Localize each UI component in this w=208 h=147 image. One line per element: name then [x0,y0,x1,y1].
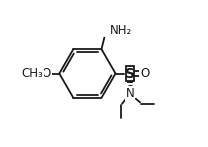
Text: N: N [126,87,134,100]
Text: CH₃: CH₃ [22,67,43,80]
Text: O: O [125,84,135,97]
Text: S: S [125,66,135,81]
FancyBboxPatch shape [126,66,134,81]
Text: O: O [140,67,149,80]
Text: O: O [42,67,51,80]
Text: NH₂: NH₂ [109,24,132,37]
